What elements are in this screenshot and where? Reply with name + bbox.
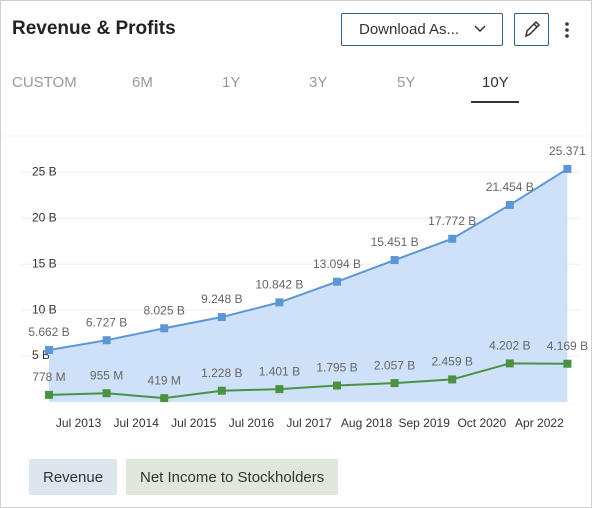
marker <box>390 256 399 265</box>
edit-button[interactable] <box>514 13 549 46</box>
y-tick-label: 15 B <box>32 256 57 270</box>
x-tick-label: Apr 2022 <box>515 416 564 430</box>
pencil-icon <box>524 20 541 38</box>
value-label: 25.371 <box>549 144 586 158</box>
marker <box>333 277 341 286</box>
line <box>48 362 568 400</box>
title: Revenue & Profits <box>12 18 176 39</box>
marker <box>333 381 341 390</box>
value-label: 955 M <box>90 368 123 382</box>
tab[interactable]: 6M <box>132 74 153 91</box>
marker <box>217 313 226 322</box>
x-tick-label: Jul 2016 <box>229 416 275 430</box>
value-label: 4.169 B <box>547 339 588 353</box>
marker <box>275 385 284 394</box>
marker <box>102 389 111 398</box>
value-label: 5.662 B <box>28 325 69 339</box>
marker <box>505 359 514 368</box>
value-label: 1.795 B <box>316 361 357 375</box>
value-label: 10.842 B <box>255 278 303 292</box>
download-button[interactable]: Download As... <box>341 13 503 46</box>
marker <box>160 394 169 403</box>
marker <box>448 234 457 243</box>
value-label: 15.451 B <box>371 235 419 249</box>
value-label: 1.228 B <box>201 366 242 380</box>
x-tick-label: Jul 2017 <box>286 416 332 430</box>
x-tick-label: Oct 2020 <box>457 416 506 430</box>
marker <box>563 164 572 173</box>
tab[interactable]: 3Y <box>309 74 328 91</box>
active-underline <box>471 101 519 103</box>
tab[interactable]: 5Y <box>397 74 416 91</box>
legend-item[interactable]: Net Income to Stockholders <box>126 459 339 495</box>
x-tick-label: Sep 2019 <box>399 416 451 430</box>
download-label: Download As... <box>359 21 460 38</box>
value-label: 1.401 B <box>259 364 300 378</box>
marker <box>275 298 284 307</box>
marker <box>160 324 169 333</box>
marker <box>448 375 457 384</box>
x-tick-label: Jul 2013 <box>56 416 102 430</box>
tab[interactable]: CUSTOM <box>12 74 77 91</box>
value-label: 21.454 B <box>486 180 534 194</box>
value-label: 4.202 B <box>489 339 530 353</box>
tab[interactable]: 1Y <box>222 74 241 91</box>
y-tick-label: 20 B <box>32 210 57 224</box>
marker <box>217 386 226 395</box>
marker <box>102 336 111 345</box>
more-button[interactable] <box>563 21 571 39</box>
value-label: 8.025 B <box>144 303 185 317</box>
value-label: 419 M <box>148 373 181 387</box>
value-label: 9.248 B <box>201 292 242 306</box>
marker <box>505 200 514 209</box>
marker <box>390 379 399 388</box>
value-label: 6.727 B <box>86 315 127 329</box>
value-label: 2.057 B <box>374 358 415 372</box>
marker <box>563 359 572 368</box>
y-tick-label: 10 B <box>32 302 57 316</box>
value-label: 13.094 B <box>313 257 361 271</box>
line <box>48 168 568 351</box>
area <box>49 168 568 402</box>
x-tick-label: Jul 2015 <box>171 416 217 430</box>
x-tick-label: Jul 2014 <box>114 416 160 430</box>
value-label: 778 M <box>32 370 65 384</box>
value-label: 2.459 B <box>432 355 473 369</box>
marker <box>45 345 53 354</box>
marker <box>45 390 53 399</box>
chevron <box>474 25 486 33</box>
legend-item[interactable]: Revenue <box>29 459 118 495</box>
y-tick-label: 25 B <box>32 165 57 179</box>
tab[interactable]: 10Y <box>482 74 509 91</box>
x-tick-label: Aug 2018 <box>341 416 393 430</box>
value-label: 17.772 B <box>428 214 476 228</box>
